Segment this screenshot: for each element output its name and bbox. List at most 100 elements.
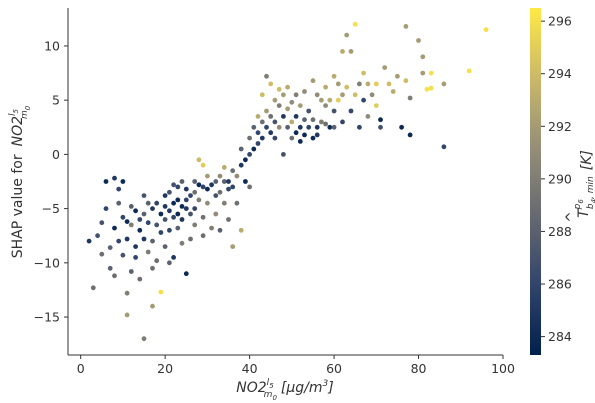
scatter-point [340,92,345,98]
colorbar-tick-label: 288 [548,224,572,239]
scatter-point [158,289,164,295]
colorbar-tick-label: 296 [548,14,572,29]
scatter-point [268,114,274,119]
scatter-point [226,186,231,192]
scatter-point [112,273,117,279]
scatter-point [213,193,219,199]
scatter-point [302,89,307,94]
scatter-point [285,84,290,90]
scatter-point [116,186,122,192]
scatter-point [124,219,130,225]
scatter-point [196,182,202,188]
scatter-point [281,92,286,98]
scatter-point [378,124,383,130]
scatter-point [357,81,362,87]
y-tick-label: 5 [52,93,60,108]
scatter-point [150,265,155,271]
x-tick-label: 40 [242,361,258,376]
scatter-point [133,255,139,260]
scatter-point [293,92,299,98]
x-axis-ticks: 0 20 40 60 80 100 [77,355,515,376]
scatter-point [386,81,392,87]
scatter-point [251,146,257,152]
scatter-point [416,38,421,43]
scatter-point [238,162,244,168]
scatter-point [302,117,307,123]
scatter-point [167,227,172,233]
scatter-point [314,124,320,130]
scatter-point [268,130,274,136]
colorbar-tick-label: 286 [548,277,572,292]
scatter-point [243,157,248,163]
scatter-point [281,114,286,119]
scatter-point [196,157,202,163]
scatter-point [192,179,198,184]
scatter-point [483,27,489,33]
x-axis-label: NO2l5 m0[μg/m3] [236,378,333,402]
scatter-point [348,108,354,114]
scatter-point [179,204,185,209]
scatter-point [230,184,236,190]
scatter-point [281,152,286,157]
y-tick-label: −5 [42,201,60,216]
scatter-point [365,81,371,87]
scatter-point [209,182,215,188]
scatter-point [171,182,177,188]
scatter-point [171,255,177,260]
scatter-point [124,312,130,318]
scatter-point [361,70,366,76]
scatter-point [314,132,320,138]
scatter-point [221,165,227,170]
scatter-point [428,70,434,76]
scatter-point [297,139,303,144]
scatter-point [137,276,143,282]
scatter-point [188,193,193,199]
y-axis-label: SHAP value forNO2l5m0 [8,105,32,258]
scatter-point [200,214,206,220]
scatter-point [158,211,164,217]
scatter-point [361,97,366,103]
scatter-point [407,132,413,138]
scatter-point [238,227,244,233]
scatter-point [399,124,404,130]
x-tick-label: 100 [491,361,515,376]
scatter-point [319,97,324,103]
scatter-point [205,200,210,206]
scatter-point [247,184,253,190]
colorbar-tick-label: 284 [548,329,572,344]
colorbar-ticks: 284 286 288 290 292 294 296 [541,14,572,344]
scatter-point [141,211,147,217]
scatter-point [150,238,155,244]
scatter-point [162,217,168,222]
scatter-point [369,92,375,98]
scatter-point [112,175,117,181]
scatter-point [255,114,261,119]
scatter-point [251,124,257,130]
scatter-point [217,189,223,195]
scatter-point [441,144,447,150]
scatter-point [357,124,362,130]
colorbar-tick-label: 292 [548,119,572,134]
scatter-point [179,179,185,184]
scatter-point [154,258,160,264]
scatter-point [183,186,189,192]
scatter-point [264,108,269,114]
scatter-point [243,179,248,184]
scatter-point [179,217,185,222]
x-tick-label: 60 [326,361,342,376]
scatter-point [107,245,113,251]
x-tick-label: 20 [157,361,173,376]
scatter-point [175,225,181,231]
scatter-point [103,206,109,212]
scatter-point [95,233,100,239]
scatter-point [188,211,193,217]
scatter-point [297,103,303,108]
scatter-point [272,97,278,103]
scatter-point [116,200,122,206]
scatter-point [352,92,358,98]
scatter-point [310,135,316,141]
scatter-point [120,252,126,258]
scatter-point [323,103,328,108]
scatter-point [420,54,426,60]
scatter-point [200,162,206,168]
